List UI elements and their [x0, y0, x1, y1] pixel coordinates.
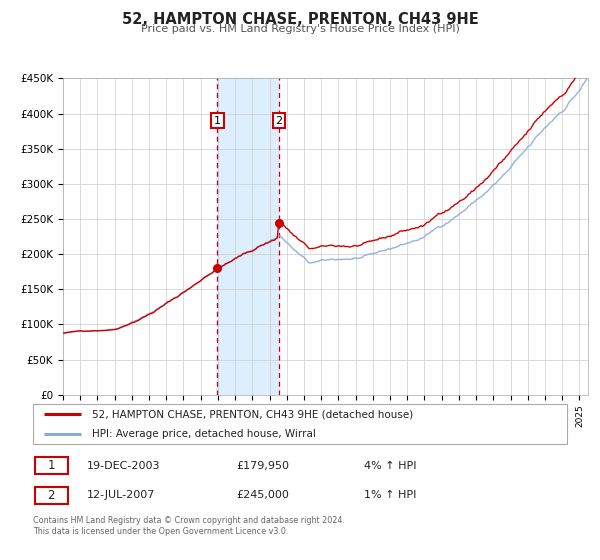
Text: Price paid vs. HM Land Registry's House Price Index (HPI): Price paid vs. HM Land Registry's House … — [140, 24, 460, 34]
Text: £245,000: £245,000 — [236, 491, 289, 501]
Text: 1: 1 — [47, 459, 55, 472]
Text: 4% ↑ HPI: 4% ↑ HPI — [364, 461, 416, 471]
FancyBboxPatch shape — [33, 404, 567, 445]
FancyBboxPatch shape — [35, 487, 68, 504]
FancyBboxPatch shape — [35, 458, 68, 474]
Text: HPI: Average price, detached house, Wirral: HPI: Average price, detached house, Wirr… — [92, 430, 316, 439]
Text: 2: 2 — [275, 115, 283, 125]
Text: Contains HM Land Registry data © Crown copyright and database right 2024.
This d: Contains HM Land Registry data © Crown c… — [33, 516, 345, 536]
Bar — [217, 78, 279, 395]
Text: 2: 2 — [47, 489, 55, 502]
Text: 12-JUL-2007: 12-JUL-2007 — [86, 491, 155, 501]
Text: 1: 1 — [214, 115, 221, 125]
Text: 19-DEC-2003: 19-DEC-2003 — [86, 461, 160, 471]
Text: 1% ↑ HPI: 1% ↑ HPI — [364, 491, 416, 501]
Text: 52, HAMPTON CHASE, PRENTON, CH43 9HE (detached house): 52, HAMPTON CHASE, PRENTON, CH43 9HE (de… — [92, 409, 413, 419]
Text: 52, HAMPTON CHASE, PRENTON, CH43 9HE: 52, HAMPTON CHASE, PRENTON, CH43 9HE — [122, 12, 478, 27]
Text: £179,950: £179,950 — [236, 461, 289, 471]
